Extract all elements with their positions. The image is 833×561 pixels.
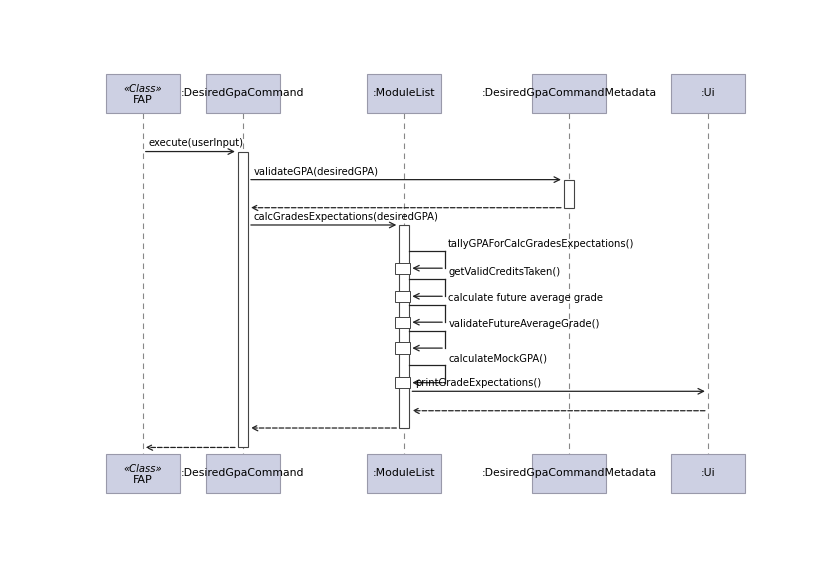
Text: getValidCreditsTaken(): getValidCreditsTaken() (448, 267, 561, 277)
Text: «Class»: «Class» (123, 84, 162, 94)
Text: :Ui: :Ui (701, 468, 715, 479)
Text: FAP: FAP (133, 475, 152, 485)
Text: :ModuleList: :ModuleList (373, 88, 436, 98)
Bar (395, 316, 410, 328)
FancyBboxPatch shape (367, 74, 441, 113)
Text: calculate future average grade: calculate future average grade (448, 293, 603, 303)
FancyBboxPatch shape (671, 74, 745, 113)
Bar (395, 291, 410, 302)
FancyBboxPatch shape (367, 454, 441, 493)
FancyBboxPatch shape (106, 74, 180, 113)
Text: printGradeExpectations(): printGradeExpectations() (415, 378, 541, 388)
Text: :DesiredGpaCommandMetadata: :DesiredGpaCommandMetadata (481, 468, 656, 479)
Text: :DesiredGpaCommand: :DesiredGpaCommand (181, 468, 305, 479)
Text: :ModuleList: :ModuleList (373, 468, 436, 479)
FancyBboxPatch shape (531, 454, 606, 493)
Bar (395, 342, 410, 354)
FancyBboxPatch shape (106, 454, 180, 493)
Text: :DesiredGpaCommand: :DesiredGpaCommand (181, 88, 305, 98)
FancyBboxPatch shape (671, 454, 745, 493)
Text: :DesiredGpaCommandMetadata: :DesiredGpaCommandMetadata (481, 88, 656, 98)
Text: calcGradesExpectations(desiredGPA): calcGradesExpectations(desiredGPA) (253, 211, 438, 222)
Bar (395, 377, 410, 388)
Text: FAP: FAP (133, 95, 152, 105)
Text: tallyGPAForCalcGradesExpectations(): tallyGPAForCalcGradesExpectations() (448, 239, 635, 249)
Text: :Ui: :Ui (701, 88, 715, 98)
Text: calculateMockGPA(): calculateMockGPA() (448, 353, 547, 363)
Text: validateGPA(desiredGPA): validateGPA(desiredGPA) (253, 166, 378, 176)
Bar (237, 151, 248, 448)
FancyBboxPatch shape (206, 454, 280, 493)
Text: execute(userInput): execute(userInput) (148, 138, 243, 148)
FancyBboxPatch shape (531, 74, 606, 113)
Bar (564, 180, 574, 208)
Text: «Class»: «Class» (123, 464, 162, 473)
Bar (399, 225, 410, 428)
Bar (395, 263, 410, 274)
FancyBboxPatch shape (206, 74, 280, 113)
Text: validateFutureAverageGrade(): validateFutureAverageGrade() (448, 319, 600, 329)
